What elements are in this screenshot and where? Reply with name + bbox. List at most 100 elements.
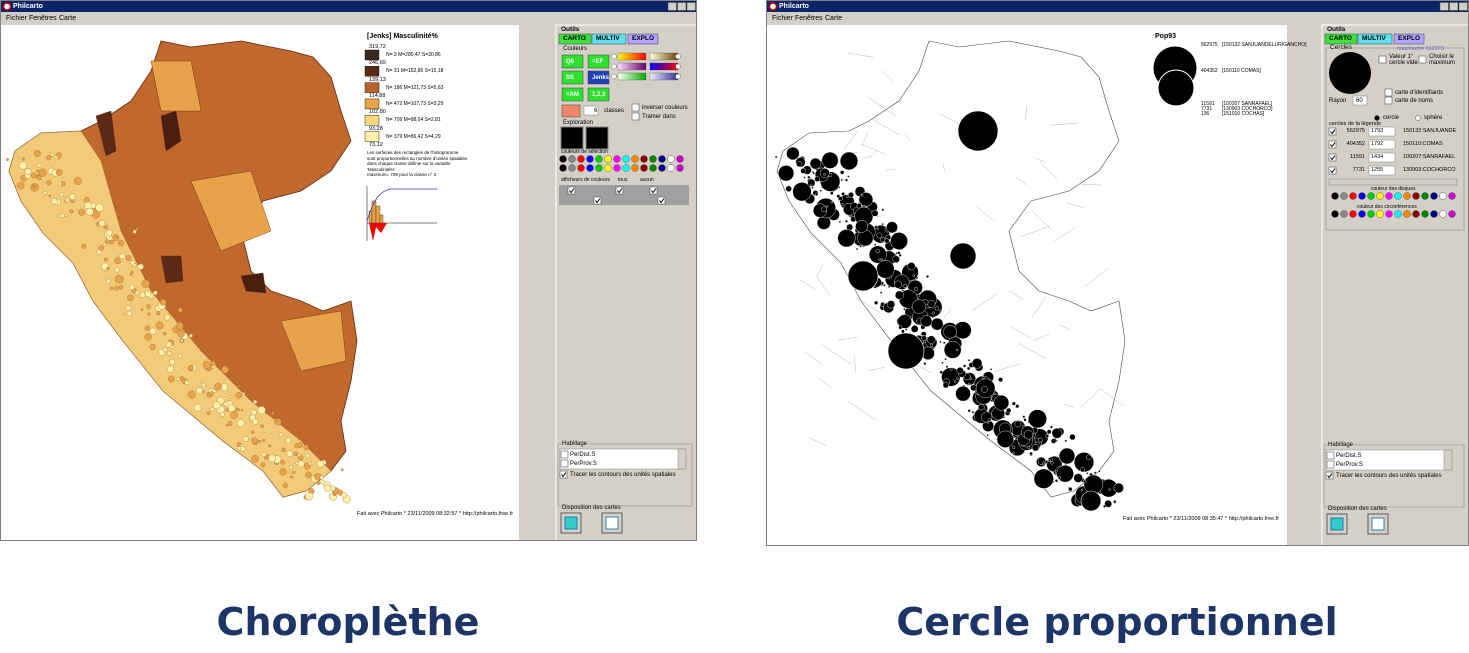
color-swatch[interactable] (1439, 210, 1447, 218)
checkbox[interactable] (1325, 471, 1334, 480)
window-button[interactable] (667, 2, 677, 11)
color-swatch[interactable] (1448, 210, 1456, 218)
tab-label[interactable]: MULTIV (1362, 35, 1386, 42)
option-label[interactable]: maximum (1429, 60, 1456, 66)
color-swatch[interactable] (1412, 210, 1420, 218)
color-swatch[interactable] (1358, 192, 1366, 200)
color-swatch[interactable] (595, 155, 603, 163)
option-label[interactable]: cercle vide (1389, 60, 1418, 66)
row-radius[interactable]: 1792 (1371, 141, 1384, 147)
color-swatch[interactable] (658, 164, 666, 172)
button-label[interactable]: =AM (566, 92, 579, 98)
window-button[interactable] (1458, 2, 1468, 11)
color-swatch[interactable] (1349, 210, 1357, 218)
color-swatch[interactable] (667, 155, 675, 163)
classify-button[interactable] (587, 87, 610, 102)
color-swatch[interactable] (649, 155, 657, 163)
color-ramp[interactable] (617, 52, 647, 61)
color-swatch[interactable] (1439, 192, 1447, 200)
color-swatch[interactable] (577, 155, 585, 163)
color-swatch[interactable] (1421, 192, 1429, 200)
button-label[interactable]: Q6 (566, 59, 575, 65)
color-ramp[interactable] (649, 52, 679, 61)
checkbox[interactable] (560, 450, 569, 459)
checkbox[interactable] (1328, 127, 1337, 136)
button-label[interactable]: 1,2,3 (592, 92, 606, 98)
color-swatch[interactable] (1412, 192, 1420, 200)
menu-item[interactable]: Fenêtres (29, 15, 57, 22)
classify-button[interactable] (561, 87, 584, 102)
option-label[interactable]: Tracer les contours des unités spatiales (570, 472, 676, 478)
row-radius[interactable]: 1793 (1371, 128, 1384, 134)
checkbox[interactable] (1384, 96, 1393, 105)
color-swatch[interactable] (604, 164, 612, 172)
button-label[interactable]: tous (618, 177, 628, 183)
color-swatch[interactable] (1394, 210, 1402, 218)
checkbox[interactable] (567, 186, 576, 195)
window-button[interactable] (1439, 2, 1449, 11)
tab[interactable] (1393, 33, 1425, 45)
color-swatch[interactable] (1376, 210, 1384, 218)
color-swatch[interactable] (640, 164, 648, 172)
option-label[interactable]: sphère (1424, 115, 1443, 121)
spinner[interactable] (1352, 95, 1368, 106)
checkbox[interactable] (1328, 166, 1337, 175)
option-label[interactable]: Choisir le (1429, 54, 1455, 60)
color-swatch[interactable] (1367, 192, 1375, 200)
checkbox[interactable] (657, 196, 666, 205)
layer-name[interactable]: PerProv.S (1336, 462, 1363, 468)
color-ramp[interactable] (649, 72, 679, 81)
ramp-radio[interactable] (675, 63, 681, 70)
classify-button[interactable] (587, 54, 610, 69)
checkbox[interactable] (1326, 451, 1335, 460)
color-swatch[interactable] (622, 155, 630, 163)
color-swatch[interactable] (667, 164, 675, 172)
radio[interactable] (1374, 115, 1380, 121)
window-button[interactable] (686, 2, 696, 11)
tab[interactable] (591, 33, 627, 45)
button-label[interactable]: =EF (592, 59, 604, 65)
button-label[interactable]: aucun (640, 177, 654, 183)
color-ramp[interactable] (649, 62, 679, 71)
row-input[interactable] (1368, 152, 1396, 163)
row-input[interactable] (1368, 126, 1396, 137)
menu-item[interactable]: Carte (59, 15, 77, 22)
tab-label[interactable]: EXPLO (632, 35, 655, 42)
color-swatch[interactable] (559, 155, 567, 163)
explore-button[interactable] (585, 126, 609, 150)
tab-label[interactable]: EXPLO (1398, 35, 1421, 42)
option-label[interactable]: cercle (1383, 115, 1400, 121)
color-swatch[interactable] (1349, 192, 1357, 200)
window-button[interactable] (1449, 2, 1459, 11)
layer-name[interactable]: PerProv.S (570, 461, 597, 467)
color-swatch[interactable] (1340, 210, 1348, 218)
layer-name[interactable]: PerDist.S (570, 452, 596, 458)
checkbox[interactable] (631, 112, 640, 121)
color-swatch[interactable] (1340, 192, 1348, 200)
color-swatch[interactable] (622, 164, 630, 172)
spinner[interactable] (583, 105, 599, 116)
color-swatch[interactable] (658, 155, 666, 163)
color-swatch[interactable] (649, 164, 657, 172)
classify-button[interactable] (587, 70, 610, 85)
menu-item[interactable]: Fichier (6, 15, 28, 22)
color-swatch[interactable] (631, 164, 639, 172)
color-swatch[interactable] (1331, 192, 1339, 200)
option-label[interactable]: carte d'identifiants (1395, 90, 1444, 96)
checkbox[interactable] (1384, 88, 1393, 97)
tab-label[interactable]: CARTO (563, 35, 586, 42)
color-swatch[interactable] (1403, 210, 1411, 218)
row-radius[interactable]: 1434 (1371, 154, 1384, 160)
tab[interactable] (1324, 33, 1358, 45)
color-swatch[interactable] (1448, 192, 1456, 200)
color-swatch[interactable] (1403, 192, 1411, 200)
checkbox[interactable] (649, 186, 658, 195)
ramp-radio[interactable] (611, 63, 617, 70)
tab-label[interactable]: CARTO (1329, 35, 1352, 42)
window-button[interactable] (677, 2, 687, 11)
option-label[interactable]: Tramer dans (642, 114, 676, 120)
layer-name[interactable]: PerDist.S (1336, 453, 1362, 459)
checkbox[interactable] (559, 470, 568, 479)
color-swatch[interactable] (559, 164, 567, 172)
color-swatch[interactable] (613, 155, 621, 163)
